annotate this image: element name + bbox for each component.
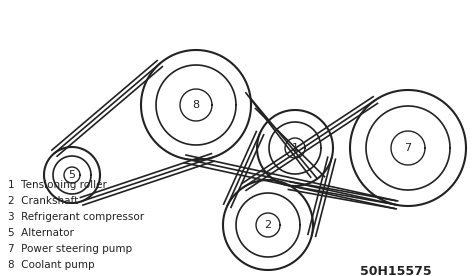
Text: 7  Power steering pump: 7 Power steering pump [8,244,132,254]
Text: 1  Tensioning roller: 1 Tensioning roller [8,180,107,190]
Text: 8: 8 [192,100,200,110]
Text: 1: 1 [292,143,299,153]
Text: 3  Refrigerant compressor: 3 Refrigerant compressor [8,212,144,222]
Text: 50H15575: 50H15575 [360,265,432,276]
Text: 5  Alternator: 5 Alternator [8,228,74,238]
Text: 2: 2 [264,220,272,230]
Text: 2  Crankshaft: 2 Crankshaft [8,196,78,206]
Text: 7: 7 [404,143,411,153]
Text: 8  Coolant pump: 8 Coolant pump [8,260,95,270]
Text: 5: 5 [69,170,75,180]
